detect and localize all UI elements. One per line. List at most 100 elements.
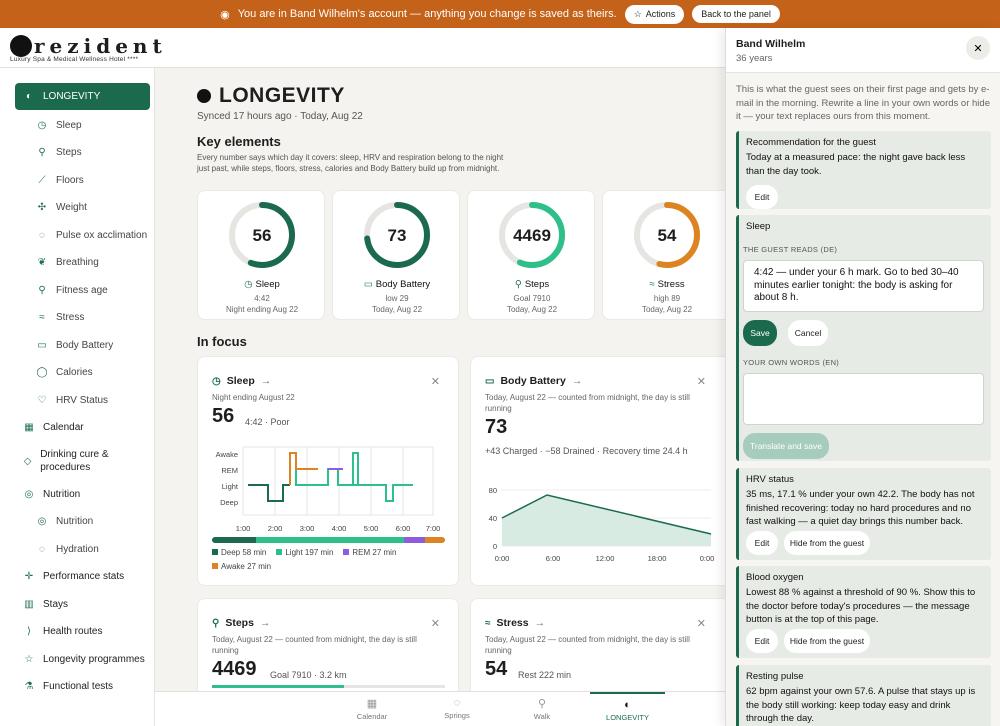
arrow-right-icon[interactable]: → xyxy=(571,375,583,387)
sidebar-item-weight[interactable]: ✣ Weight xyxy=(37,201,87,213)
run-icon: ⚲ xyxy=(38,284,46,296)
tab-walk[interactable]: ⚲ Walk xyxy=(507,692,577,726)
key-card-sleep[interactable]: 56 ◷ Sleep 4:42 Night ending Aug 22 xyxy=(197,190,325,320)
target-icon: ◎ xyxy=(24,488,34,500)
edit-hrv-button[interactable]: Edit xyxy=(746,531,778,555)
key-date: Today, Aug 22 xyxy=(641,305,693,314)
sidebar-item-hydration[interactable]: ◌ Hydration xyxy=(36,543,99,555)
sidebar-item-stays[interactable]: ▥ Stays xyxy=(24,598,69,610)
sidebar-item-health-routes[interactable]: ⟩ Health routes xyxy=(23,625,102,637)
stress-meta: Rest 222 min xyxy=(518,670,572,680)
stage-label: Deep xyxy=(220,498,238,507)
steps-progress-fill xyxy=(212,685,344,688)
close-icon[interactable]: ✕ xyxy=(430,618,440,630)
hide-hrv-button[interactable]: Hide from the guest xyxy=(784,531,870,555)
battery-icon: ▭ xyxy=(363,279,373,290)
sidebar-item-longevity-programmes[interactable]: ☆ Longevity programmes xyxy=(24,653,145,665)
hide-oxygen-button[interactable]: Hide from the guest xyxy=(784,629,870,653)
logo-mark-icon xyxy=(10,35,32,57)
sleep-bar-deep xyxy=(212,537,256,543)
key-sub: 4:42 xyxy=(254,294,270,303)
sidebar-item-sleep[interactable]: ◷ Sleep xyxy=(37,119,82,131)
arrow-right-icon[interactable]: → xyxy=(259,617,271,629)
focus-card-body-battery[interactable]: ▭ Body Battery → ✕ Today, August 22 — coun… xyxy=(470,356,725,586)
time-tick: 1:00 xyxy=(236,524,251,533)
tab-longevity[interactable]: ◐ LONGEVITY xyxy=(590,692,665,726)
y-tick: 80 xyxy=(489,486,497,495)
sleep-bar-rem xyxy=(404,537,425,543)
stage-label: Light xyxy=(222,482,239,491)
sidebar-item-calendar[interactable]: ▦ Calendar xyxy=(24,421,84,433)
sidebar-item-functional-tests[interactable]: ⚗ Functional tests xyxy=(24,680,114,692)
sleep-hypnogram: Awake REM Light Deep 1:00 2:00 3:00 4:00… xyxy=(216,446,440,533)
time-tick: 3:00 xyxy=(300,524,315,533)
page-title: LONGEVITY xyxy=(197,84,345,108)
key-card-body-battery[interactable]: 73 ▭ Body Battery low 29 Today, Aug 22 xyxy=(332,190,460,320)
translate-and-save-button[interactable]: Translate and save xyxy=(743,433,829,459)
sidebar-item-nutrition-sub[interactable]: ◎ Nutrition xyxy=(37,515,94,527)
walk-icon: ⚲ xyxy=(38,146,46,158)
sidebar-item-longevity[interactable]: ◐ LONGEVITY xyxy=(15,83,150,110)
sidebar-item-body-battery[interactable]: ▭ Body Battery xyxy=(37,339,114,351)
stairs-icon: ⟋ xyxy=(38,174,46,186)
sidebar-item-performance[interactable]: ✛ Performance stats xyxy=(24,570,125,582)
sidebar-item-steps[interactable]: ⚲ Steps xyxy=(36,146,81,158)
back-to-panel-button[interactable]: Back to the panel xyxy=(692,5,780,23)
arrow-right-icon[interactable]: → xyxy=(260,375,272,387)
sleep-stage-bar xyxy=(212,537,445,543)
calendar-icon: ▦ xyxy=(24,421,34,433)
impersonation-banner: ◉ You are in Band Wilhelm's account — an… xyxy=(0,0,1000,28)
sleep-bar-light xyxy=(255,537,405,543)
wave-icon: ≈ xyxy=(649,279,655,290)
light-segment-2 xyxy=(343,452,413,502)
key-date: Night ending Aug 22 xyxy=(225,305,299,314)
key-value: 73 xyxy=(387,226,407,245)
sidebar-item-nutrition[interactable]: ◎ Nutrition xyxy=(24,488,81,500)
tab-calendar[interactable]: ▦ Calendar xyxy=(337,692,407,726)
arrow-right-icon[interactable]: → xyxy=(534,617,546,629)
sleep-ring xyxy=(229,202,295,268)
longevity-icon: ◐ xyxy=(624,699,631,711)
key-card-steps[interactable]: 4469 ⚲ Steps Goal 7910 Today, Aug 22 xyxy=(467,190,595,320)
sleep-meta: 4:42 · Poor xyxy=(245,417,290,427)
own-words-label: YOUR OWN WORDS (EN) xyxy=(743,358,840,367)
key-card-stress[interactable]: 54 ≈ Stress high 89 Today, Aug 22 xyxy=(602,190,725,320)
save-button[interactable]: Save xyxy=(743,320,777,346)
edit-oxygen-button[interactable]: Edit xyxy=(746,629,778,653)
drop-icon: ◌ xyxy=(39,229,45,241)
sidebar-item-drinking-cure[interactable]: ◇ Drinking cure & procedures xyxy=(23,449,109,473)
walk-icon: ⚲ xyxy=(514,279,522,290)
sidebar-item-calories[interactable]: ◯ Calories xyxy=(36,366,93,378)
heart-icon: ♡ xyxy=(37,394,47,406)
close-icon[interactable]: ✕ xyxy=(696,618,706,630)
tab-springs[interactable]: ◌ Springs xyxy=(422,692,492,726)
focus-card-steps[interactable]: ⚲ Steps → ✕ Today, August 22 — counted fro… xyxy=(197,598,459,691)
sidebar-item-fitness-age[interactable]: ⚲ Fitness age xyxy=(36,284,107,296)
sidebar-item-pulse-ox[interactable]: ◌ Pulse ox acclimation xyxy=(36,229,147,241)
bottom-nav: ▦ Calendar ◌ Springs ⚲ Walk ◐ LONGEVITY xyxy=(155,691,725,726)
key-sub: low 29 xyxy=(385,294,409,303)
main-content: LONGEVITY Synced 17 hours ago · Today, A… xyxy=(155,68,725,691)
brand-logo[interactable]: rezident Luxury Spa & Medical Wellness H… xyxy=(10,34,167,63)
focus-card-stress[interactable]: ≈ Stress → ✕ Today, August 22 — counted fr… xyxy=(470,598,725,691)
edit-recommendation-button[interactable]: Edit xyxy=(746,185,778,209)
battery-area xyxy=(502,495,711,546)
sidebar-item-breathing[interactable]: ❦ Breathing xyxy=(37,256,99,268)
walk-icon: ⚲ xyxy=(537,698,547,710)
time-tick: 4:00 xyxy=(332,524,347,533)
sidebar-item-hrv-status[interactable]: ♡ HRV Status xyxy=(37,394,109,406)
actions-button[interactable]: ☆ Actions xyxy=(624,4,685,24)
sidebar-item-stress[interactable]: ≈ Stress xyxy=(36,311,84,323)
sidebar-item-floors[interactable]: ⟋ Floors xyxy=(36,174,84,186)
close-panel-button[interactable]: ✕ xyxy=(966,36,990,60)
close-icon[interactable]: ✕ xyxy=(430,376,440,388)
close-icon[interactable]: ✕ xyxy=(696,376,706,388)
guest-reads-textarea[interactable]: 4:42 — under your 6 h mark. Go to bed 30… xyxy=(743,260,984,312)
clock-icon: ◷ xyxy=(212,375,221,387)
own-words-textarea[interactable] xyxy=(743,373,984,425)
stress-value: 54 xyxy=(485,658,508,680)
x-tick: 6:00 xyxy=(546,554,561,563)
cancel-button[interactable]: Cancel xyxy=(788,320,828,346)
focus-card-sleep[interactable]: ◷ Sleep → ✕ Night ending August 22 56 4:42… xyxy=(197,356,459,586)
flame-icon: ◯ xyxy=(36,366,48,378)
